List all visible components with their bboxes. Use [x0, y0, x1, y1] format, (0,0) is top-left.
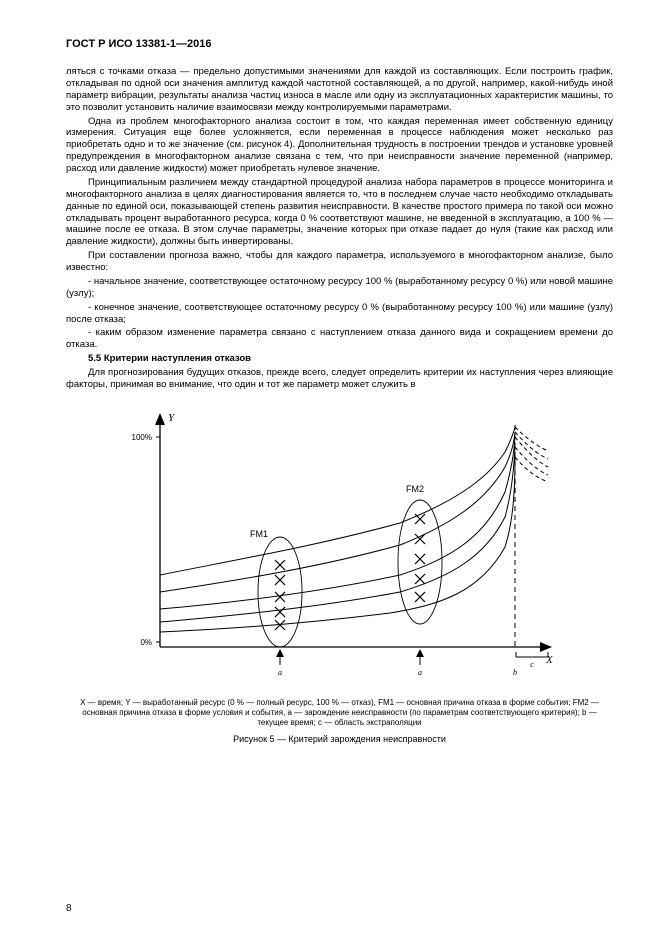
page-number: 8	[66, 903, 72, 914]
page: ГОСТ Р ИСО 13381-1—2016 ляться с точками…	[0, 0, 661, 936]
svg-text:a: a	[278, 668, 282, 677]
list-item: - конечное значение, соответствующее ост…	[66, 302, 613, 326]
svg-text:FM2: FM2	[406, 484, 424, 494]
paragraph: При составлении прогноза важно, чтобы дл…	[66, 250, 613, 274]
list-item: - каким образом изменение параметра связ…	[66, 327, 613, 351]
svg-text:c: c	[530, 660, 534, 669]
svg-text:a: a	[418, 668, 422, 677]
figure-svg: Y X 100% 0% FM1 FM2 a a b c	[110, 397, 570, 687]
section-heading: 5.5 Критерии наступления отказов	[66, 353, 613, 365]
svg-text:b: b	[513, 668, 517, 677]
figure-caption: X — время; Y — выработанный ресурс (0 % …	[66, 698, 613, 728]
doc-header: ГОСТ Р ИСО 13381-1—2016	[66, 38, 613, 50]
paragraph: Одна из проблем многофакторного анализа …	[66, 116, 613, 175]
svg-text:FM1: FM1	[250, 529, 268, 539]
body-text: ляться с точками отказа — предельно допу…	[66, 66, 613, 391]
figure-title: Рисунок 5 — Критерий зарождения неисправ…	[66, 734, 613, 744]
svg-text:100%: 100%	[131, 433, 151, 442]
svg-text:0%: 0%	[140, 638, 152, 647]
svg-text:X: X	[545, 654, 554, 666]
paragraph: Принципиальным различием между стандартн…	[66, 177, 613, 248]
figure: Y X 100% 0% FM1 FM2 a a b c X — время; Y — вырабо…	[66, 397, 613, 744]
list-item: - начальное значение, соответствующее ос…	[66, 276, 613, 300]
paragraph: Для прогнозирования будущих отказов, пре…	[66, 367, 613, 391]
paragraph: ляться с точками отказа — предельно допу…	[66, 66, 613, 114]
svg-text:Y: Y	[168, 412, 176, 424]
